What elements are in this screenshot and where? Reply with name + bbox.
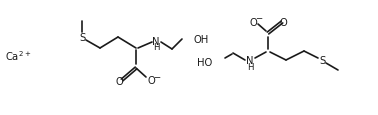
Text: O: O [147,75,155,85]
Text: N: N [246,56,254,65]
Text: O: O [249,18,257,28]
Text: S: S [319,56,325,65]
Text: OH: OH [193,35,208,45]
Text: O: O [115,76,123,86]
Text: H: H [153,43,159,52]
Text: −: − [153,72,161,81]
Text: H: H [247,62,253,71]
Text: −: − [256,13,263,22]
Text: O: O [279,18,287,28]
Text: N: N [152,37,160,47]
Text: Ca$^{2+}$: Ca$^{2+}$ [5,49,31,62]
Text: HO: HO [197,58,212,67]
Text: S: S [79,33,85,43]
